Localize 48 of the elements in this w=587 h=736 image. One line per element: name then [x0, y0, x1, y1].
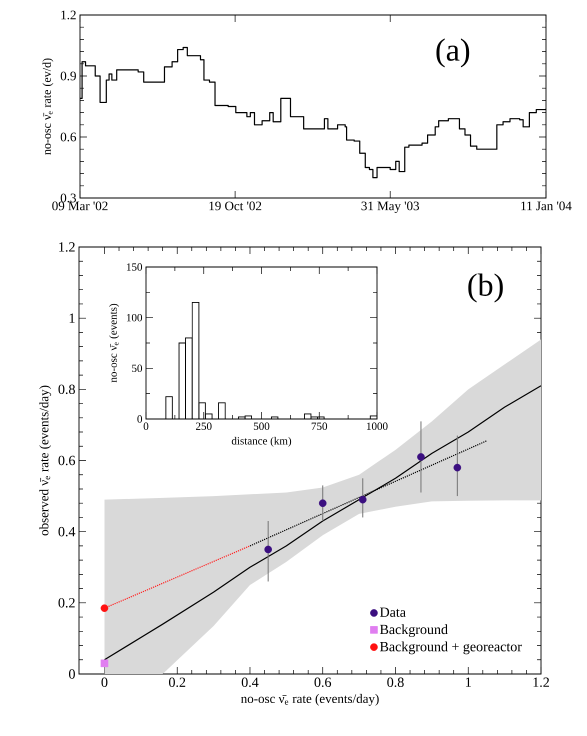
y-tick-label: 0.2: [58, 598, 75, 608]
point: [417, 453, 425, 461]
text: (b): [468, 273, 503, 302]
x-tick-label: 0: [144, 422, 148, 430]
x-tick-label: 1: [466, 678, 471, 687]
legend-label: Data: [380, 608, 406, 617]
y-tick-label: 0.9: [60, 72, 76, 80]
point: [454, 464, 462, 472]
x-tick-label: 0.4: [242, 678, 259, 688]
y-tick-label: 0: [69, 669, 75, 679]
y-tick-label: 1.2: [59, 242, 75, 252]
y-axis-title: observed ν̄$_{e}$ rate (events/day): [39, 386, 52, 536]
x-tick-label: 09 Mar '02: [52, 202, 108, 210]
y-tick-label: 0.3: [60, 194, 76, 202]
x-axis-title: no-osc ν̄$_{e}$ rate (events/day): [241, 694, 379, 706]
y-tick-label: 0.8: [58, 384, 75, 394]
x-tick-label: 0.2: [169, 678, 186, 688]
x-tick-label: 11 Jan '04: [521, 202, 572, 210]
y-tick-label: 150: [126, 263, 142, 271]
point: [264, 546, 272, 554]
x-tick-label: 0: [102, 678, 108, 687]
x-tick-label: 1000: [366, 422, 388, 430]
y-tick-label: 0: [137, 415, 142, 423]
legend-label: Background + georeactor: [380, 642, 522, 654]
x-tick-label: 250: [196, 422, 212, 430]
x-tick-label: 750: [312, 422, 328, 430]
y-tick-label: 50: [132, 364, 142, 372]
y-tick-label: 1: [70, 314, 75, 323]
y-axis-title: no-osc ν̄$_{e}$ (events): [109, 304, 120, 382]
y-tick-label: 0.6: [58, 456, 76, 466]
y-tick-label: 0.6: [60, 132, 76, 142]
y-tick-label: 0.4: [58, 526, 76, 536]
y-axis-title: no-osc ν̄$_{e}$ rate (ev/d): [42, 58, 54, 155]
legend-label: Background: [380, 624, 448, 638]
x-tick-label: 0.6: [314, 678, 332, 688]
text: (a): [436, 38, 470, 68]
x-tick-label: 31 May '03: [361, 202, 420, 213]
y-tick-label: 1.2: [61, 10, 76, 20]
y-tick-label: 100: [126, 314, 142, 322]
x-tick-label: 0.8: [387, 678, 404, 688]
point: [358, 496, 367, 504]
x-tick-label: 500: [254, 422, 270, 430]
point: [318, 499, 327, 507]
x-tick-label: 1.2: [533, 678, 549, 688]
point: [100, 660, 108, 668]
x-axis-title: distance (km): [232, 436, 292, 447]
point: [100, 604, 108, 612]
x-tick-label: 19 Oct '02: [209, 202, 262, 210]
